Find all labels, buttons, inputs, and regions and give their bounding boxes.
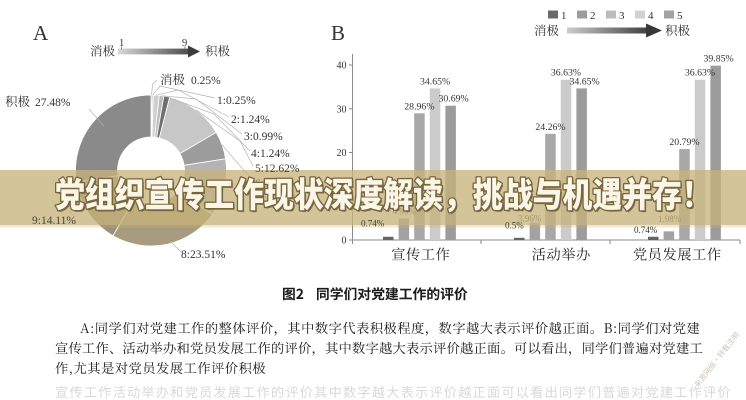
svg-text:34.65%: 34.65% — [420, 76, 450, 87]
svg-text:4:1.24%: 4:1.24% — [251, 148, 290, 160]
svg-text:3:0.99%: 3:0.99% — [244, 131, 283, 143]
svg-text:28.96%: 28.96% — [404, 101, 434, 112]
svg-text:B: B — [331, 21, 345, 45]
svg-text:1: 1 — [119, 38, 124, 49]
svg-text:39.85%: 39.85% — [703, 54, 733, 65]
svg-text:24.26%: 24.26% — [535, 122, 565, 133]
svg-text:5:12.62%: 5:12.62% — [255, 163, 300, 175]
svg-text:8:23.51%: 8:23.51% — [181, 249, 226, 261]
svg-text:1: 1 — [561, 10, 567, 22]
svg-text:0: 0 — [342, 236, 347, 247]
svg-text:9: 9 — [182, 38, 187, 49]
svg-text:20.79%: 20.79% — [669, 137, 699, 148]
svg-text:36.63%: 36.63% — [685, 68, 715, 79]
svg-text:27.48%: 27.48% — [35, 97, 71, 109]
svg-text:2: 2 — [590, 10, 596, 22]
svg-text:3: 3 — [619, 10, 625, 22]
svg-text:30.69%: 30.69% — [438, 94, 468, 105]
svg-text:2:1.24%: 2:1.24% — [231, 114, 270, 126]
svg-text:0.5%: 0.5% — [505, 221, 524, 231]
svg-text:0.25%: 0.25% — [191, 75, 221, 87]
svg-text:34.65%: 34.65% — [569, 76, 599, 87]
svg-text:40: 40 — [337, 61, 347, 72]
svg-text:36.63%: 36.63% — [551, 68, 581, 79]
svg-text:0.74%: 0.74% — [361, 219, 385, 229]
svg-text:20: 20 — [337, 148, 347, 159]
svg-text:30: 30 — [337, 104, 347, 115]
svg-text:0.74%: 0.74% — [634, 225, 658, 235]
svg-text:1:0.25%: 1:0.25% — [217, 95, 256, 107]
svg-text:4: 4 — [648, 10, 654, 22]
svg-text:5: 5 — [677, 10, 683, 22]
svg-text:A: A — [33, 21, 49, 45]
svg-text:9:14.11%: 9:14.11% — [32, 215, 76, 227]
